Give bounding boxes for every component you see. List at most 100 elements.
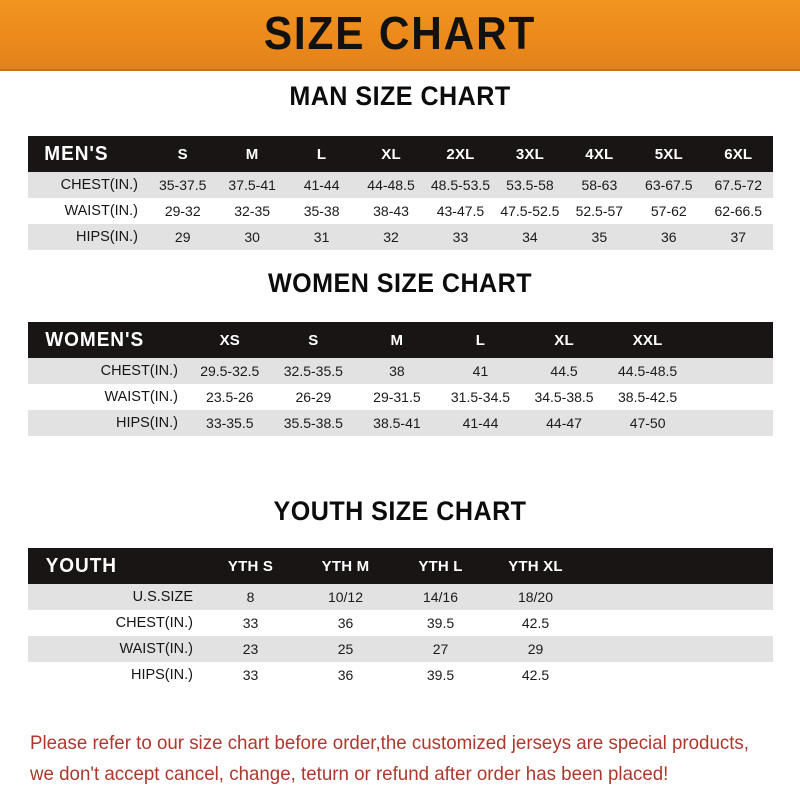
youth-measurement-cell: 25 [298, 636, 393, 662]
man-size-header-m: M [245, 145, 259, 163]
man-measurement-cell: 37 [703, 224, 773, 250]
man-measurement-cell: 57-62 [634, 198, 704, 224]
women-section-title: WOMEN SIZE CHART [267, 268, 533, 298]
man-table-corner-label: MEN'S [44, 142, 109, 165]
women-measurement-cell: 26-29 [271, 384, 356, 410]
women-size-header-blank-6 [689, 322, 773, 358]
man-measurement-cell: 35 [564, 224, 635, 250]
youth-row-label: U.S.SIZE [28, 584, 203, 610]
table-row: CHEST(IN.) 33 36 39.5 42.5 [28, 610, 773, 636]
table-row: HIPS(IN.) 33 36 39.5 42.5 [28, 662, 773, 688]
disclaimer-line-1: Please refer to our size chart before or… [30, 732, 749, 754]
women-measurement-cell: 29.5-32.5 [188, 358, 272, 384]
man-row-label: HIPS(IN.) [28, 224, 148, 250]
women-measurement-cell: 44.5-48.5 [605, 358, 690, 384]
man-measurement-cell: 41-44 [286, 172, 357, 198]
youth-measurement-cell: 39.5 [393, 610, 488, 636]
table-row: CHEST(IN.) 35-37.5 37.5-41 41-44 44-48.5 48.5… [28, 172, 773, 198]
women-measurement-cell: 38.5-42.5 [605, 384, 690, 410]
man-measurement-cell: 32 [356, 224, 426, 250]
youth-table-corner-label: YOUTH [45, 554, 117, 577]
women-size-table-block: WOMEN'S XS S M L XL XXL CHEST(IN.) 29.5-32.5 32.… [28, 322, 773, 436]
man-size-header-3xl: 3XL [515, 145, 544, 163]
man-measurement-cell: 47.5-52.5 [495, 198, 565, 224]
man-measurement-cell: 37.5-41 [217, 172, 287, 198]
man-measurement-cell: 43-47.5 [425, 198, 496, 224]
women-size-header-l: L [475, 331, 486, 349]
man-measurement-cell: 32-35 [217, 198, 287, 224]
man-measurement-cell: 63-67.5 [634, 172, 704, 198]
youth-row-label: WAIST(IN.) [28, 636, 203, 662]
youth-measurement-cell: 33 [203, 662, 298, 688]
man-measurement-cell: 48.5-53.5 [425, 172, 496, 198]
women-measurement-cell: 38 [355, 358, 439, 384]
youth-size-header-yth-l: YTH L [418, 557, 463, 575]
man-size-header-xl: XL [381, 145, 401, 163]
women-size-header-xl: XL [554, 331, 574, 349]
man-row-label: WAIST(IN.) [28, 198, 148, 224]
youth-measurement-cell [583, 636, 678, 662]
man-size-header-2xl: 2XL [446, 145, 475, 163]
women-row-label: CHEST(IN.) [28, 358, 188, 384]
man-measurement-cell: 53.5-58 [495, 172, 565, 198]
women-measurement-cell: 34.5-38.5 [522, 384, 606, 410]
women-row-label: HIPS(IN.) [28, 410, 188, 436]
youth-measurement-cell [678, 610, 773, 636]
youth-size-header-yth-xl: YTH XL [508, 557, 563, 575]
man-size-header-s: S [177, 145, 188, 163]
man-measurement-cell: 29-32 [148, 198, 218, 224]
youth-size-header-blank-4 [583, 548, 678, 584]
youth-measurement-cell [583, 662, 678, 688]
man-measurement-cell: 62-66.5 [703, 198, 773, 224]
youth-measurement-cell: 42.5 [488, 662, 583, 688]
women-measurement-cell [689, 358, 773, 384]
women-measurement-cell: 23.5-26 [188, 384, 272, 410]
man-measurement-cell: 38-43 [356, 198, 426, 224]
man-size-header-5xl: 5XL [654, 145, 683, 163]
table-row: WAIST(IN.) 23 25 27 29 [28, 636, 773, 662]
women-measurement-cell [689, 410, 773, 436]
youth-measurement-cell: 29 [488, 636, 583, 662]
youth-measurement-cell: 10/12 [298, 584, 393, 610]
women-measurement-cell: 29-31.5 [355, 384, 439, 410]
man-size-table: MEN'S S M L XL 2XL 3XL 4XL 5XL 6XL CHEST(IN.) 35-3… [28, 136, 773, 250]
banner-title: SIZE CHART [263, 6, 537, 59]
man-measurement-cell: 31 [286, 224, 357, 250]
women-size-header-xs: XS [219, 331, 240, 349]
youth-measurement-cell [583, 610, 678, 636]
table-row: U.S.SIZE 8 10/12 14/16 18/20 [28, 584, 773, 610]
table-row: WAIST(IN.) 29-32 32-35 35-38 38-43 43-47.5 47.… [28, 198, 773, 224]
women-size-header-m: M [390, 331, 404, 349]
man-size-header-l: L [316, 145, 327, 163]
youth-measurement-cell: 8 [203, 584, 298, 610]
youth-size-header-yth-m: YTH M [321, 557, 370, 575]
women-size-header-xxl: XXL [632, 331, 663, 349]
women-measurement-cell [689, 384, 773, 410]
women-measurement-cell: 31.5-34.5 [438, 384, 523, 410]
women-measurement-cell: 44-47 [522, 410, 606, 436]
youth-measurement-cell [678, 662, 773, 688]
women-measurement-cell: 32.5-35.5 [271, 358, 356, 384]
page-banner: SIZE CHART [0, 0, 800, 71]
man-measurement-cell: 44-48.5 [356, 172, 426, 198]
youth-measurement-cell: 27 [393, 636, 488, 662]
man-measurement-cell: 30 [217, 224, 287, 250]
youth-size-header-yth-s: YTH S [227, 557, 274, 575]
youth-measurement-cell: 18/20 [488, 584, 583, 610]
man-measurement-cell: 29 [148, 224, 218, 250]
table-row: HIPS(IN.) 33-35.5 35.5-38.5 38.5-41 41-44 44-… [28, 410, 773, 436]
table-row: HIPS(IN.) 29 30 31 32 33 34 35 36 37 [28, 224, 773, 250]
man-size-header-6xl: 6XL [724, 145, 753, 163]
youth-measurement-cell: 42.5 [488, 610, 583, 636]
man-measurement-cell: 34 [495, 224, 565, 250]
youth-section-title: YOUTH SIZE CHART [273, 496, 527, 526]
youth-measurement-cell: 36 [298, 662, 393, 688]
table-row: WAIST(IN.) 23.5-26 26-29 29-31.5 31.5-34.5 34… [28, 384, 773, 410]
man-measurement-cell: 67.5-72 [703, 172, 773, 198]
youth-row-label: CHEST(IN.) [28, 610, 203, 636]
man-measurement-cell: 52.5-57 [564, 198, 635, 224]
women-row-label: WAIST(IN.) [28, 384, 188, 410]
women-table-corner-label: WOMEN'S [45, 328, 145, 351]
order-policy-disclaimer: Please refer to our size chart before or… [30, 728, 749, 790]
women-measurement-cell: 47-50 [605, 410, 690, 436]
